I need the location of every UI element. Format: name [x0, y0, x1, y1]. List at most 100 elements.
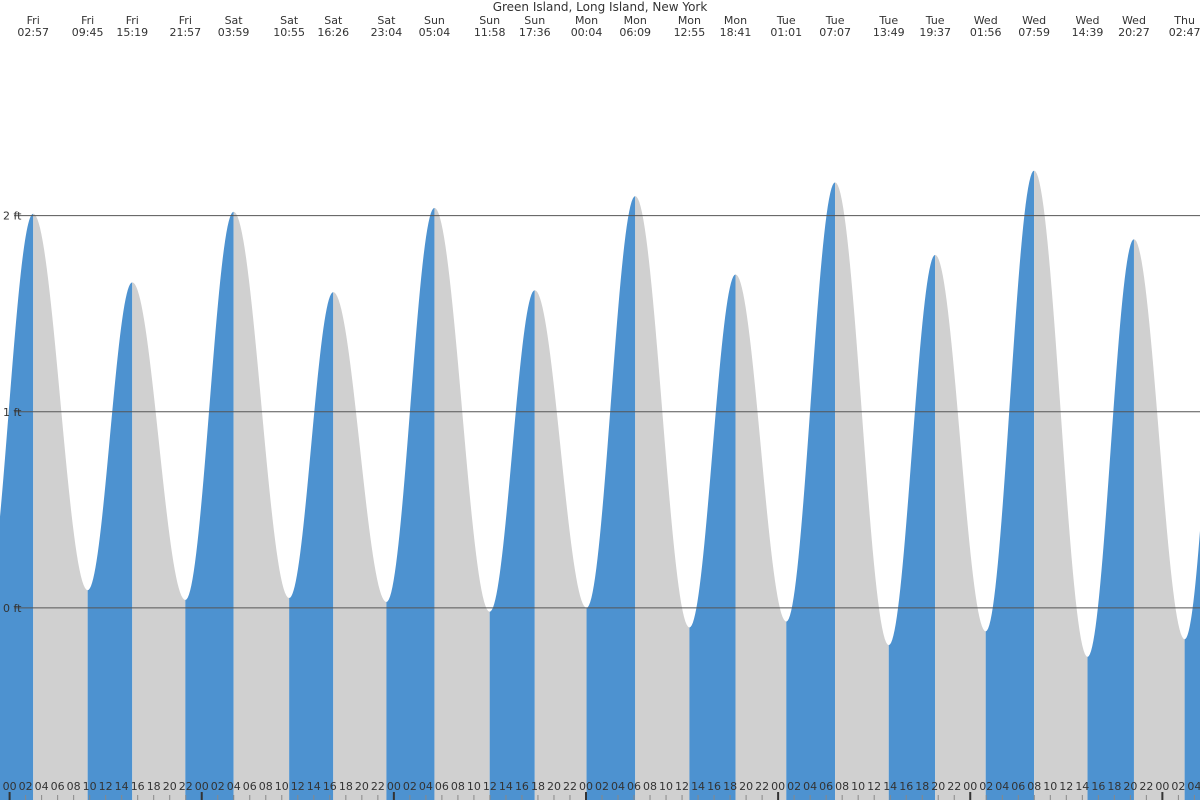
hour-label: 04: [611, 780, 625, 793]
hour-label: 14: [1075, 780, 1089, 793]
event-day-label: Wed: [1022, 14, 1046, 27]
event-time-label: 11:58: [474, 26, 506, 39]
hour-label: 20: [1123, 780, 1137, 793]
hour-label: 16: [899, 780, 913, 793]
rising-tide-segment: [985, 170, 1035, 800]
event-time-label: 02:47: [1169, 26, 1200, 39]
hour-label: 02: [403, 780, 417, 793]
event-day-label: Mon: [624, 14, 647, 27]
falling-tide-segment: [1034, 170, 1088, 800]
hour-label: 18: [339, 780, 353, 793]
rising-tide-segment: [888, 254, 936, 800]
event-time-label: 17:36: [519, 26, 551, 39]
event-time-label: 00:04: [571, 26, 603, 39]
falling-tide-segment: [132, 282, 186, 800]
hour-label: 22: [755, 780, 769, 793]
hour-label: 20: [547, 780, 561, 793]
rising-tide-segment: [386, 207, 435, 800]
hour-label: 12: [99, 780, 113, 793]
event-day-label: Sun: [524, 14, 545, 27]
hour-label: 00: [963, 780, 977, 793]
hour-label: 08: [451, 780, 465, 793]
hour-label: 02: [595, 780, 609, 793]
hour-label: 04: [1187, 780, 1200, 793]
falling-tide-segment: [534, 290, 587, 800]
event-day-label: Tue: [776, 14, 796, 27]
hour-label: 00: [3, 780, 17, 793]
event-day-label: Sun: [479, 14, 500, 27]
event-day-label: Fri: [126, 14, 139, 27]
event-time-label: 10:55: [273, 26, 305, 39]
hour-label: 16: [323, 780, 337, 793]
y-axis-labels: 0 ft 1 ft 2 ft: [3, 210, 22, 615]
hour-label: 00: [579, 780, 593, 793]
hour-label: 06: [627, 780, 641, 793]
rising-tide-segment: [1184, 530, 1200, 800]
chart-title: Green Island, Long Island, New York: [493, 0, 708, 14]
falling-tide-segment: [33, 213, 88, 800]
hour-label: 12: [483, 780, 497, 793]
hour-label: 22: [371, 780, 385, 793]
event-time-label: 18:41: [720, 26, 752, 39]
hour-label: 02: [19, 780, 33, 793]
event-day-label: Sun: [424, 14, 445, 27]
hour-label: 12: [291, 780, 305, 793]
hour-label: 18: [915, 780, 929, 793]
event-time-label: 09:45: [72, 26, 104, 39]
hour-label: 18: [531, 780, 545, 793]
y-tick-label: 1 ft: [3, 406, 22, 419]
hour-label: 06: [243, 780, 257, 793]
hour-label: 04: [227, 780, 241, 793]
hour-label: 10: [275, 780, 289, 793]
falling-tide-segment: [233, 211, 290, 800]
event-time-label: 05:04: [419, 26, 451, 39]
hour-label: 22: [179, 780, 193, 793]
event-time-label: 21:57: [169, 26, 201, 39]
hour-label: 08: [1027, 780, 1041, 793]
hour-label: 18: [147, 780, 161, 793]
hour-label: 10: [1043, 780, 1057, 793]
event-day-label: Tue: [925, 14, 945, 27]
hour-label: 08: [835, 780, 849, 793]
event-day-label: Sat: [280, 14, 299, 27]
falling-tide-segment: [635, 196, 690, 800]
hour-label: 00: [195, 780, 209, 793]
hour-label: 00: [387, 780, 401, 793]
event-time-label: 01:56: [970, 26, 1002, 39]
hour-label: 00: [771, 780, 785, 793]
event-day-label: Mon: [575, 14, 598, 27]
hour-label: 00: [1155, 780, 1169, 793]
hour-label: 16: [707, 780, 721, 793]
hour-label: 18: [1107, 780, 1121, 793]
hour-label: 02: [979, 780, 993, 793]
gridlines: [14, 215, 1200, 609]
hour-label: 02: [211, 780, 225, 793]
event-time-label: 14:39: [1072, 26, 1104, 39]
hour-label: 10: [851, 780, 865, 793]
hour-label: 20: [931, 780, 945, 793]
event-day-label: Fri: [179, 14, 192, 27]
hour-label: 16: [1091, 780, 1105, 793]
event-day-label: Wed: [1122, 14, 1146, 27]
hour-label: 04: [419, 780, 433, 793]
event-day-label: Mon: [678, 14, 701, 27]
hour-label: 20: [163, 780, 177, 793]
hour-label: 20: [355, 780, 369, 793]
event-day-label: Sat: [225, 14, 244, 27]
hour-label: 12: [867, 780, 881, 793]
event-time-label: 02:57: [17, 26, 49, 39]
event-day-label: Tue: [825, 14, 845, 27]
